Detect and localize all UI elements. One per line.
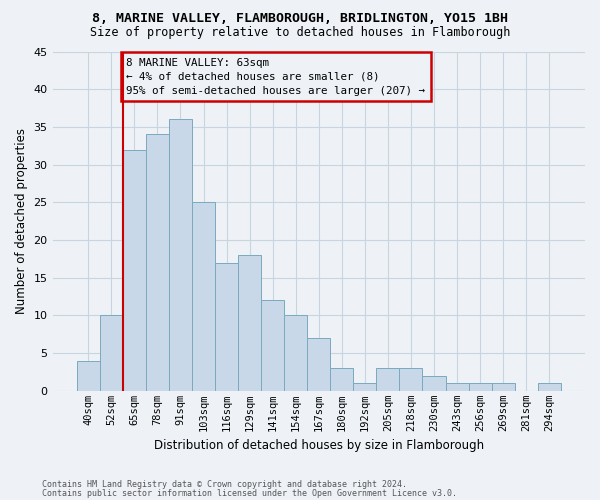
Bar	[400, 368, 422, 391]
X-axis label: Distribution of detached houses by size in Flamborough: Distribution of detached houses by size …	[154, 440, 484, 452]
Text: Contains HM Land Registry data © Crown copyright and database right 2024.: Contains HM Land Registry data © Crown c…	[42, 480, 407, 489]
Text: 8, MARINE VALLEY, FLAMBOROUGH, BRIDLINGTON, YO15 1BH: 8, MARINE VALLEY, FLAMBOROUGH, BRIDLINGT…	[92, 12, 508, 26]
Bar	[538, 384, 561, 391]
Bar	[77, 360, 100, 391]
Bar	[192, 202, 215, 391]
Bar	[469, 384, 491, 391]
Text: 8 MARINE VALLEY: 63sqm
← 4% of detached houses are smaller (8)
95% of semi-detac: 8 MARINE VALLEY: 63sqm ← 4% of detached …	[127, 58, 425, 96]
Bar	[491, 384, 515, 391]
Bar	[446, 384, 469, 391]
Bar	[238, 255, 261, 391]
Bar	[330, 368, 353, 391]
Bar	[169, 120, 192, 391]
Bar	[215, 262, 238, 391]
Bar	[376, 368, 400, 391]
Bar	[284, 316, 307, 391]
Bar	[261, 300, 284, 391]
Bar	[146, 134, 169, 391]
Bar	[422, 376, 446, 391]
Bar	[307, 338, 330, 391]
Bar	[353, 384, 376, 391]
Text: Size of property relative to detached houses in Flamborough: Size of property relative to detached ho…	[90, 26, 510, 39]
Bar	[100, 316, 123, 391]
Bar	[123, 150, 146, 391]
Text: Contains public sector information licensed under the Open Government Licence v3: Contains public sector information licen…	[42, 490, 457, 498]
Y-axis label: Number of detached properties: Number of detached properties	[15, 128, 28, 314]
